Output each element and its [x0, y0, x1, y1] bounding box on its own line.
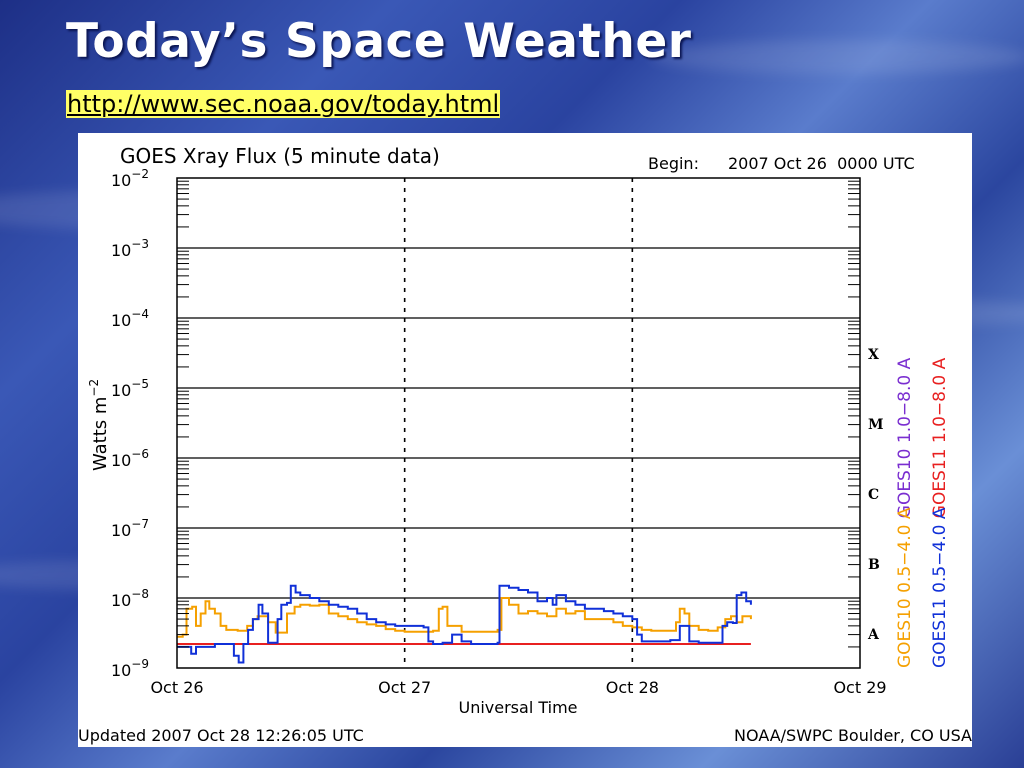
- plot-panel: GOES Xray Flux (5 minute data) Begin: 20…: [78, 133, 972, 747]
- y-tick-sup: −6: [131, 447, 149, 461]
- y-tick-label: 10−2: [111, 167, 149, 190]
- flare-class-label: B: [868, 557, 880, 573]
- legend: GOES10 1.0−8.0 A GOES11 1.0−8.0 A GOES10 0…: [895, 357, 950, 668]
- flare-class-label: X: [868, 347, 879, 363]
- x-tick-labels: Oct 26 Oct 27 Oct 28 Oct 29: [150, 678, 886, 697]
- y-tick-label: 10−9: [111, 657, 149, 680]
- flare-class-label: M: [868, 417, 884, 433]
- y-tick-base: 10: [111, 171, 131, 190]
- plot-frame: [176, 177, 861, 669]
- y-tick-label: 10−5: [111, 377, 149, 400]
- y-tick-label: 10−3: [111, 237, 149, 260]
- legend-entry: GOES11 1.0−8.0 A: [930, 357, 950, 518]
- xray-flux-chart: GOES Xray Flux (5 minute data) Begin: 20…: [78, 144, 972, 745]
- y-axis-label-text: Watts m: [90, 397, 111, 471]
- x-tick-label: Oct 27: [378, 678, 431, 697]
- y-tick-base: 10: [111, 661, 131, 680]
- y-tick-sup: −4: [131, 307, 149, 321]
- series-line-2: [177, 584, 752, 664]
- y-tick-base: 10: [111, 591, 131, 610]
- y-tick-label: 10−8: [111, 587, 149, 610]
- y-tick-label: 10−7: [111, 517, 149, 540]
- grid-layer: [177, 178, 860, 668]
- y-tick-base: 10: [111, 451, 131, 470]
- y-tick-base: 10: [111, 241, 131, 260]
- y-tick-sup: −8: [131, 587, 149, 601]
- x-tick-label: Oct 29: [833, 678, 886, 697]
- footer-updated: Updated 2007 Oct 28 12:26:05 UTC: [78, 726, 364, 745]
- legend-entry: GOES11 0.5−4.0 A: [930, 507, 950, 668]
- flare-class-label: C: [868, 487, 879, 503]
- legend-entry: GOES10 0.5−4.0 A: [895, 507, 915, 668]
- slide-title: Today’s Space Weather: [66, 14, 692, 69]
- chart-title: GOES Xray Flux (5 minute data): [120, 144, 440, 168]
- y-tick-sup: −3: [131, 237, 149, 251]
- flare-class-label: A: [867, 627, 880, 643]
- slide-url-link[interactable]: http://www.sec.noaa.gov/today.html: [66, 90, 501, 118]
- series-line-1: [177, 597, 752, 638]
- begin-value: 2007 Oct 26 0000 UTC: [728, 154, 915, 173]
- x-axis-label: Universal Time: [458, 698, 577, 717]
- series-layer: [177, 584, 752, 664]
- y-tick-base: 10: [111, 381, 131, 400]
- axes-layer: [176, 177, 861, 669]
- flare-class-labels: X M C B A: [867, 347, 884, 643]
- y-tick-label: 10−6: [111, 447, 149, 470]
- y-axis-label-sup: −2: [87, 379, 101, 397]
- y-tick-label: 10−4: [111, 307, 149, 330]
- y-tick-base: 10: [111, 311, 131, 330]
- x-tick-label: Oct 28: [606, 678, 659, 697]
- y-axis-label: Watts m−2: [87, 379, 111, 471]
- x-tick-label: Oct 26: [150, 678, 203, 697]
- y-tick-labels: 10−210−310−410−510−610−710−810−9: [111, 167, 149, 680]
- y-tick-sup: −2: [131, 167, 149, 181]
- y-tick-sup: −7: [131, 517, 149, 531]
- y-tick-sup: −9: [131, 657, 149, 671]
- footer-credit: NOAA/SWPC Boulder, CO USA: [734, 726, 972, 745]
- begin-label: Begin:: [648, 154, 699, 173]
- y-tick-base: 10: [111, 521, 131, 540]
- y-tick-sup: −5: [131, 377, 149, 391]
- legend-entry: GOES10 1.0−8.0 A: [895, 357, 915, 518]
